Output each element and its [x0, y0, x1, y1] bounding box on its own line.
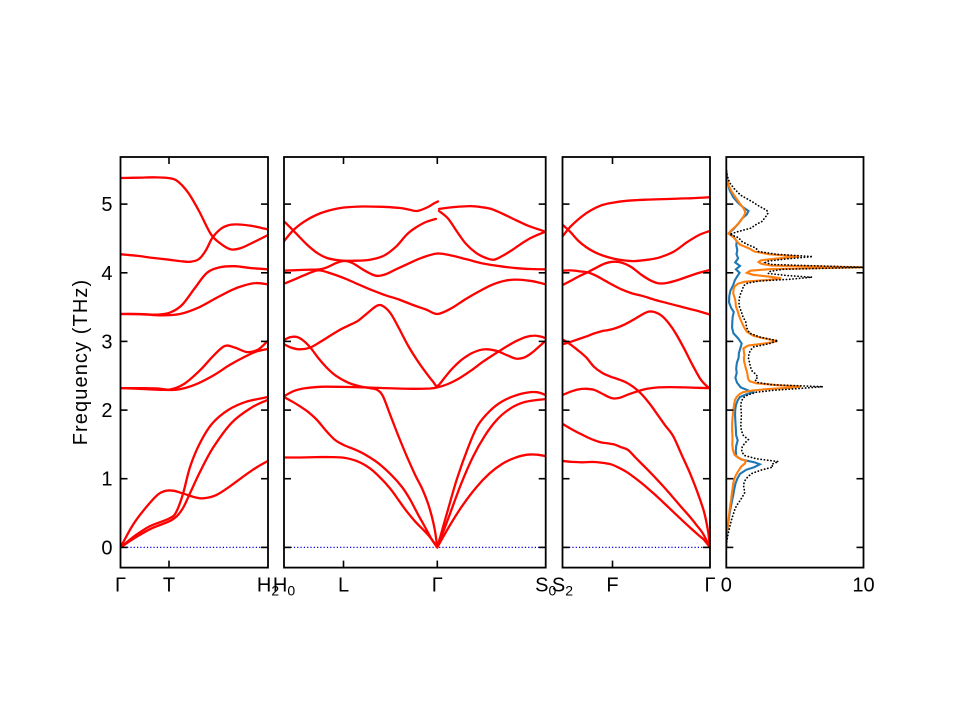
- svg-text:10: 10: [852, 575, 874, 597]
- svg-text:T: T: [163, 575, 175, 597]
- svg-text:3: 3: [101, 331, 112, 353]
- svg-text:0: 0: [721, 575, 732, 597]
- svg-text:F: F: [606, 575, 618, 597]
- svg-text:4: 4: [101, 263, 112, 285]
- svg-text:Frequency (THz): Frequency (THz): [70, 279, 92, 446]
- svg-text:Γ: Γ: [432, 575, 443, 597]
- svg-text:2: 2: [101, 400, 112, 422]
- svg-text:0: 0: [101, 537, 112, 559]
- svg-text:L: L: [338, 575, 349, 597]
- svg-text:Γ: Γ: [704, 575, 715, 597]
- svg-text:1: 1: [101, 469, 112, 491]
- svg-text:Γ: Γ: [115, 575, 126, 597]
- svg-text:5: 5: [101, 194, 112, 216]
